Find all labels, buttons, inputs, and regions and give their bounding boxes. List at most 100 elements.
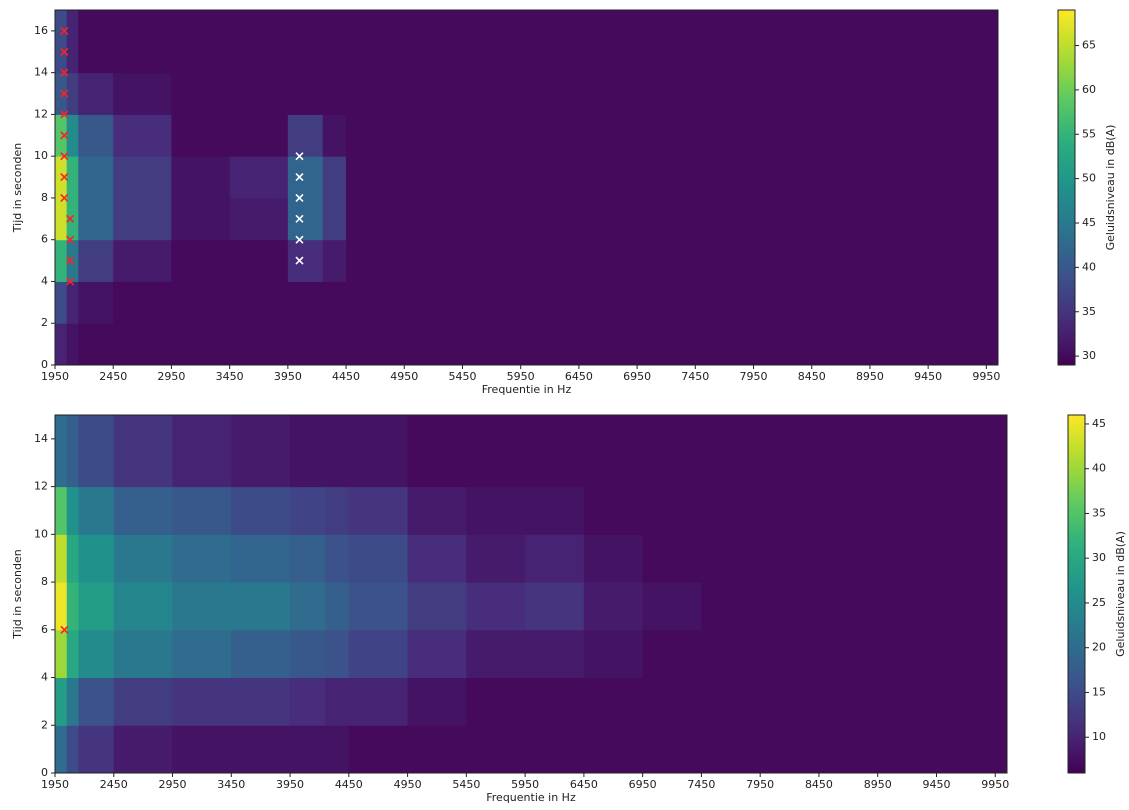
heat-cell [173, 534, 232, 582]
heat-cell [637, 323, 696, 365]
heat-cell [466, 487, 525, 535]
heat-cell [67, 73, 79, 115]
heat-cell [55, 582, 67, 630]
heat-cell [230, 323, 289, 365]
heat-cell [290, 630, 326, 678]
heat-cell [288, 10, 323, 73]
x-tick-label: 5450 [448, 370, 476, 383]
heat-cell [55, 534, 67, 582]
heat-cell [579, 156, 638, 198]
heat-cell [78, 198, 113, 240]
colorbar-tick-label: 15 [1092, 685, 1106, 698]
heat-cell [579, 73, 638, 115]
heat-cell [643, 582, 702, 630]
heat-cell [78, 281, 113, 323]
heat-cell [521, 198, 580, 240]
heat-cell [462, 10, 521, 73]
heat-cell [584, 582, 643, 630]
heat-cell [231, 582, 290, 630]
heat-cell [525, 534, 584, 582]
heat-cell [637, 156, 696, 198]
heat-cell [290, 415, 326, 487]
heat-cell [67, 487, 79, 535]
x-tick-label: 8450 [805, 778, 833, 791]
heat-cell [67, 725, 79, 773]
heat-cell [323, 156, 347, 198]
heat-cell [55, 10, 67, 73]
heat-cell [171, 240, 230, 282]
heat-cell [67, 678, 79, 726]
heat-cell [346, 281, 405, 323]
heat-cell [67, 323, 79, 365]
x-tick-label: 4950 [390, 370, 418, 383]
y-tick-label: 0 [41, 358, 48, 371]
heat-cell [114, 678, 173, 726]
y-tick-label: 8 [41, 191, 48, 204]
heat-cell [323, 323, 347, 365]
heat-cell [525, 487, 584, 535]
heat-cell [819, 582, 1008, 630]
heat-cell [819, 487, 1008, 535]
heat-cell [114, 534, 173, 582]
heat-cell [323, 240, 347, 282]
heat-cell [288, 73, 323, 115]
heat-cell [113, 156, 172, 198]
heat-cell [812, 73, 999, 115]
x-tick-label: 8950 [856, 370, 884, 383]
heat-cell [408, 415, 467, 487]
heat-cell [462, 198, 521, 240]
x-tick-label: 5950 [507, 370, 535, 383]
heat-cell [349, 678, 408, 726]
heat-cell [819, 415, 1008, 487]
heat-cell [408, 678, 467, 726]
heat-cell [290, 582, 326, 630]
x-tick-label: 9950 [981, 778, 1009, 791]
heat-cell [79, 630, 115, 678]
heat-cell [55, 323, 67, 365]
colorbar-tick-label: 60 [1082, 83, 1096, 96]
heat-cell [346, 323, 405, 365]
heat-cell [171, 156, 230, 198]
heat-cell [114, 582, 173, 630]
heat-cell [325, 582, 349, 630]
heat-cell [637, 73, 696, 115]
x-tick-label: 3450 [217, 778, 245, 791]
heat-cell [819, 534, 1008, 582]
x-tick-label: 9950 [972, 370, 1000, 383]
heat-cell [171, 198, 230, 240]
x-axis-label: Frequentie in Hz [482, 383, 572, 396]
heat-cell [231, 725, 290, 773]
heat-cell [579, 240, 638, 282]
heat-cell [584, 534, 643, 582]
heat-cell [701, 534, 819, 582]
heat-cell [171, 281, 230, 323]
colorbar [1068, 415, 1085, 773]
heat-cell [67, 534, 79, 582]
heat-cell [695, 281, 812, 323]
colorbar [1058, 10, 1075, 365]
heat-cell [579, 114, 638, 156]
heat-cell [173, 415, 232, 487]
heat-cell [695, 114, 812, 156]
heat-cell [404, 198, 463, 240]
heat-cell [55, 630, 67, 678]
heat-cell [67, 240, 79, 282]
y-tick-label: 4 [41, 671, 48, 684]
heat-cell [67, 630, 79, 678]
plot [55, 10, 999, 366]
heat-cell [819, 725, 1008, 773]
heat-cell [346, 240, 405, 282]
heat-cell [643, 630, 702, 678]
heat-cell [579, 198, 638, 240]
heat-cell [79, 678, 115, 726]
heat-cell [346, 198, 405, 240]
colorbar-tick-label: 45 [1092, 417, 1106, 430]
x-tick-label: 1950 [41, 778, 69, 791]
heat-cell [462, 281, 521, 323]
y-tick-label: 10 [34, 149, 48, 162]
heat-cell [812, 281, 999, 323]
heat-cell [323, 198, 347, 240]
x-tick-label: 2950 [157, 370, 185, 383]
heat-cell [695, 73, 812, 115]
heat-cell [408, 534, 467, 582]
